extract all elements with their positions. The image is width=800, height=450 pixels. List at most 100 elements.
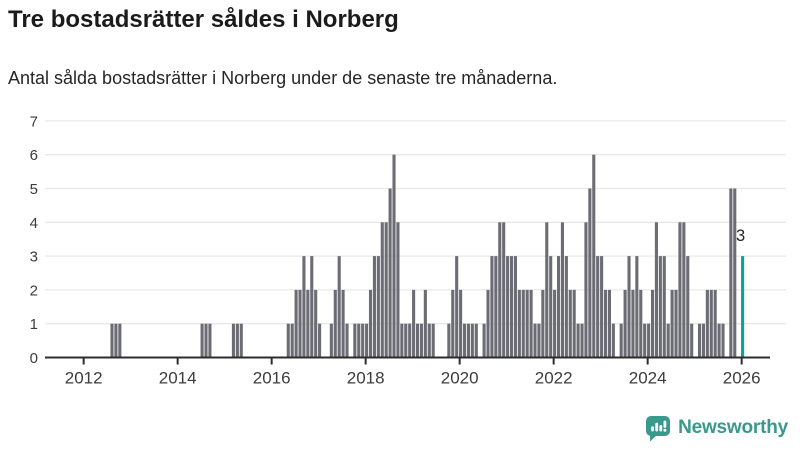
newsworthy-logo-shape — [663, 428, 667, 432]
bar — [643, 323, 647, 358]
bar — [733, 188, 737, 358]
bar — [357, 323, 361, 358]
bar — [396, 222, 400, 358]
bar — [674, 289, 678, 358]
bar — [709, 289, 713, 358]
bar — [553, 289, 557, 358]
x-axis-tick-label: 2026 — [723, 369, 761, 388]
bar — [286, 323, 290, 358]
bar — [337, 256, 341, 358]
bar — [517, 289, 521, 358]
bar — [400, 323, 404, 358]
bar — [318, 323, 322, 358]
newsworthy-logo-shape — [663, 420, 667, 428]
bar — [506, 256, 510, 358]
x-axis-tick-label: 2020 — [441, 369, 479, 388]
bar — [470, 323, 474, 358]
bar — [721, 323, 725, 358]
brand-name: Newsworthy — [678, 417, 788, 438]
bar — [533, 323, 537, 358]
bar — [314, 289, 318, 358]
bar — [631, 289, 635, 358]
bar — [451, 289, 455, 358]
bar — [384, 222, 388, 358]
bar — [345, 323, 349, 358]
bar — [713, 289, 717, 358]
bar — [697, 323, 702, 358]
newsworthy-logo-icon — [646, 416, 671, 442]
bar — [509, 256, 514, 358]
bar — [239, 323, 243, 358]
bar — [576, 323, 580, 358]
highlight-value-label: 3 — [736, 227, 745, 245]
x-axis-tick-label: 2024 — [629, 369, 667, 388]
bar — [404, 323, 408, 358]
bar — [388, 188, 392, 358]
bar — [502, 222, 506, 358]
bar — [650, 289, 655, 358]
bar — [298, 289, 302, 358]
bar — [611, 323, 615, 358]
bar — [513, 256, 517, 358]
bar — [368, 289, 373, 358]
bar — [572, 289, 576, 358]
x-axis-tick-label: 2022 — [535, 369, 573, 388]
bar — [545, 222, 549, 358]
bar — [419, 323, 423, 358]
bar — [717, 323, 721, 358]
x-axis-tick-label: 2012 — [65, 369, 103, 388]
x-axis-tick-label: 2018 — [347, 369, 385, 388]
bar — [627, 256, 631, 358]
bar — [690, 323, 694, 358]
bar — [376, 256, 380, 358]
bar — [635, 256, 639, 358]
bar — [701, 323, 705, 358]
page-title: Tre bostadsrätter såldes i Norberg — [8, 6, 399, 33]
bar — [584, 222, 588, 358]
bar — [114, 323, 118, 358]
bar — [459, 289, 463, 358]
bar — [647, 323, 651, 358]
bar — [306, 289, 310, 358]
bar — [490, 256, 494, 358]
bar — [408, 323, 412, 358]
x-axis-tick-label: 2014 — [159, 369, 197, 388]
bar — [623, 289, 627, 358]
bar — [705, 289, 709, 358]
bar — [654, 222, 658, 358]
bar — [290, 323, 294, 358]
bar — [447, 323, 451, 358]
bar — [200, 323, 204, 358]
bar — [556, 256, 561, 358]
bar — [498, 222, 502, 358]
y-axis-tick-label: 4 — [30, 215, 38, 232]
bar — [423, 289, 427, 358]
bar — [607, 289, 611, 358]
bar — [619, 323, 623, 358]
bar — [486, 289, 490, 358]
bar — [666, 323, 670, 358]
bar — [462, 323, 467, 358]
bar — [592, 154, 596, 358]
bar — [537, 323, 541, 358]
bar — [361, 323, 365, 358]
bar — [521, 289, 525, 358]
bar — [658, 256, 662, 358]
y-axis-tick-label: 1 — [30, 316, 38, 333]
bar — [600, 256, 604, 358]
y-axis-tick-label: 0 — [30, 350, 38, 367]
newsworthy-logo-shape — [650, 434, 659, 442]
bar — [372, 256, 376, 358]
bar — [525, 289, 529, 358]
y-axis-tick-label: 6 — [30, 147, 38, 164]
bar — [329, 323, 333, 358]
bar — [231, 323, 235, 358]
bar — [482, 323, 486, 358]
bar — [596, 256, 600, 358]
bar — [494, 256, 498, 358]
x-axis-tick-label: 2016 — [253, 369, 291, 388]
newsworthy-logo-shape — [659, 425, 663, 432]
y-axis-tick-label: 3 — [30, 249, 38, 266]
